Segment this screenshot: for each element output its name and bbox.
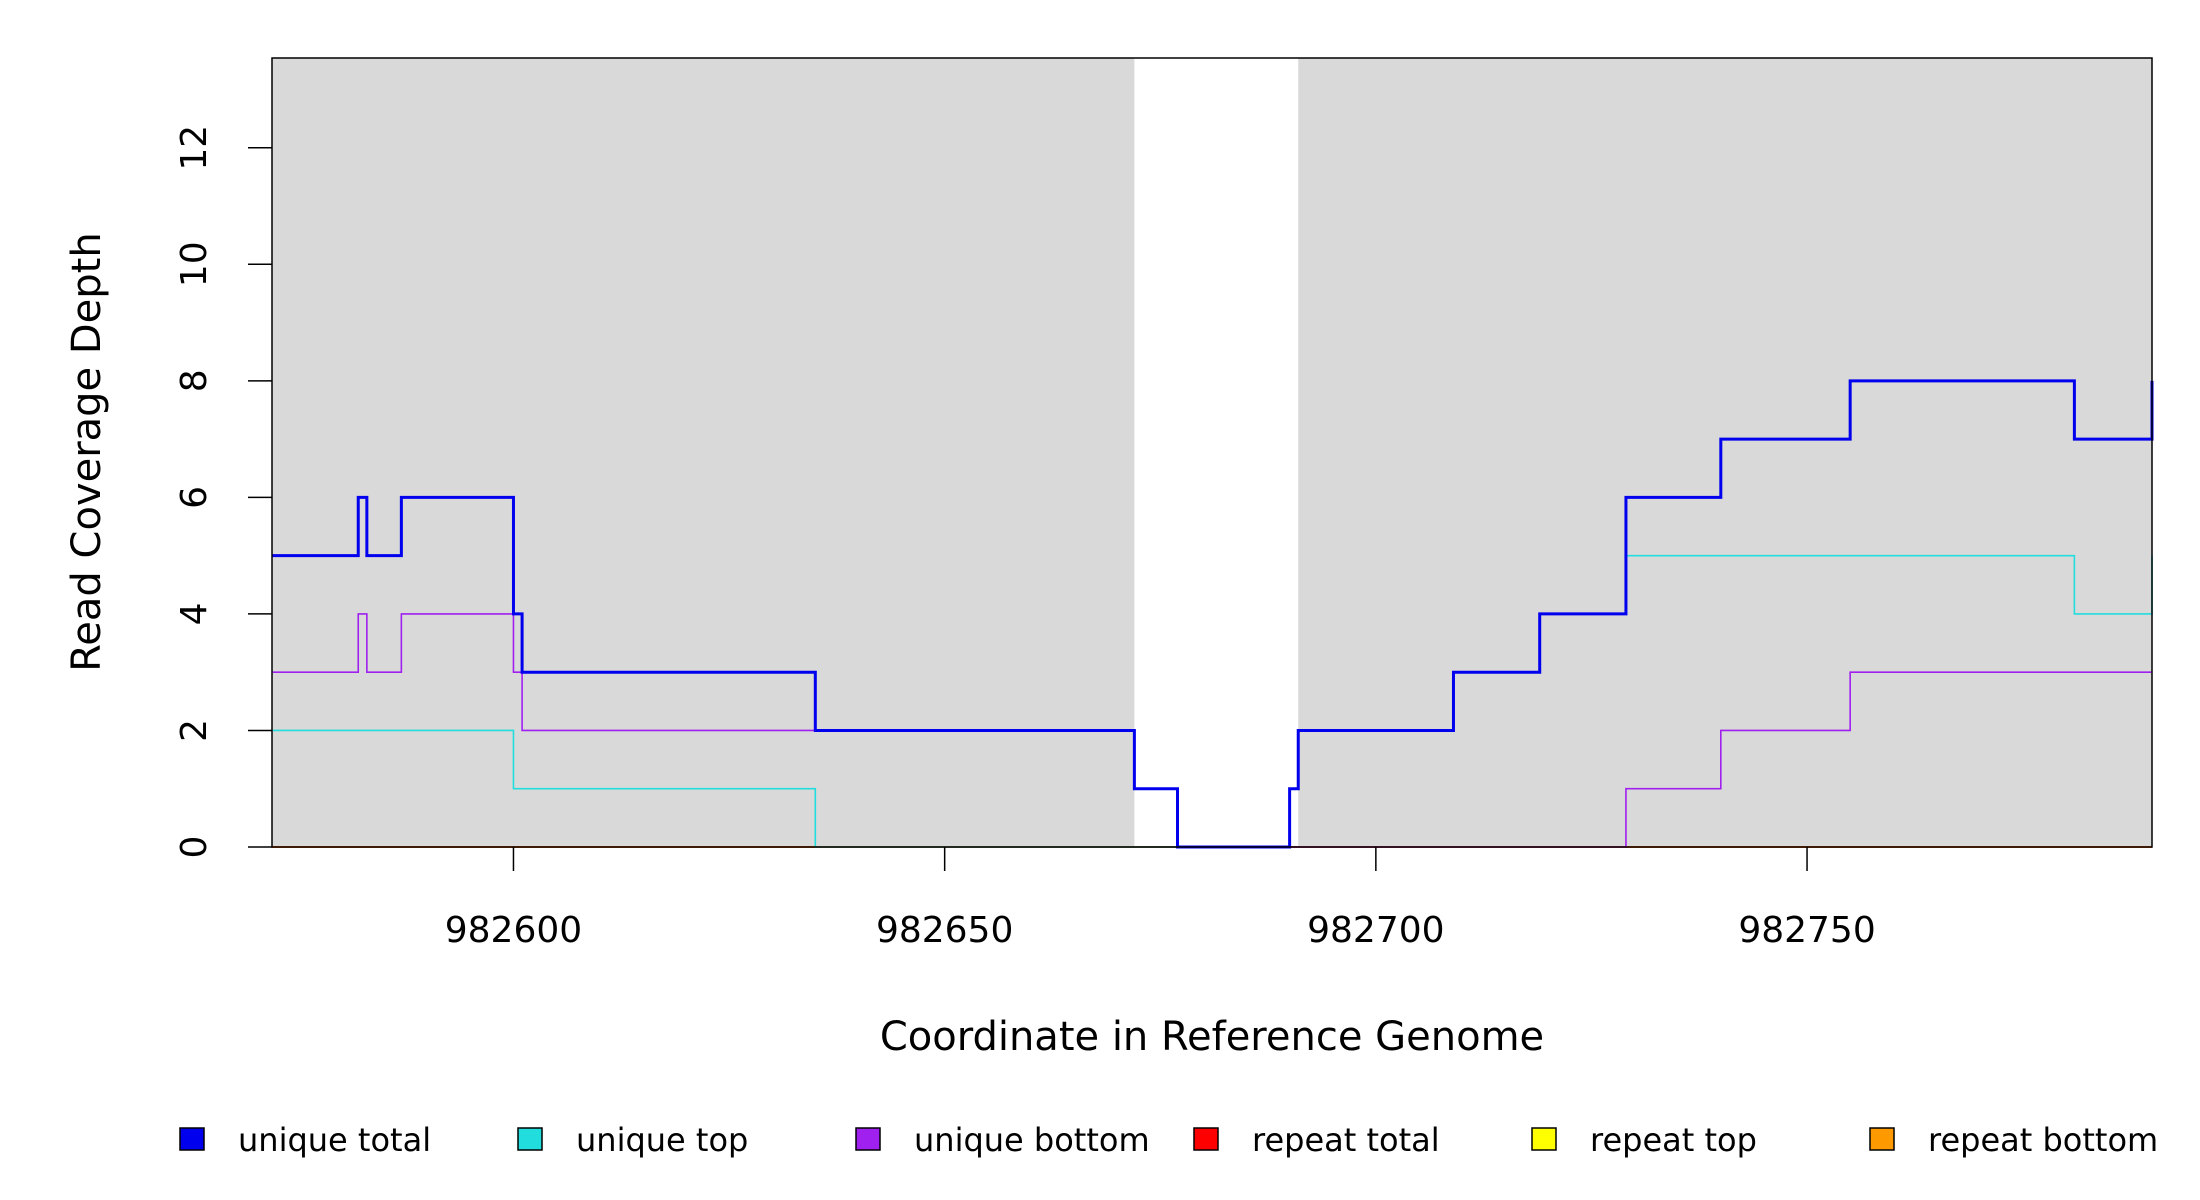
legend-item-repeat-bottom: repeat bottom bbox=[1869, 1121, 2158, 1159]
legend-item-unique-top: unique top bbox=[517, 1121, 748, 1159]
x-tick-label: 982600 bbox=[445, 910, 582, 951]
legend-label: repeat top bbox=[1590, 1121, 1757, 1159]
y-tick-label: 8 bbox=[174, 369, 215, 392]
legend-label: unique bottom bbox=[914, 1121, 1150, 1159]
highlight-region bbox=[1134, 58, 1299, 847]
y-axis: 0 2 4 6 8 10 12 bbox=[174, 125, 272, 859]
y-tick-label: 6 bbox=[174, 486, 215, 509]
legend-swatch bbox=[1531, 1127, 1557, 1151]
y-tick-label: 10 bbox=[174, 241, 215, 287]
x-axis: 982600 982650 982700 982750 bbox=[445, 847, 1876, 951]
y-tick-label: 0 bbox=[174, 836, 215, 859]
y-tick-label: 2 bbox=[174, 719, 215, 742]
legend-swatch bbox=[517, 1127, 543, 1151]
legend-item-repeat-total: repeat total bbox=[1193, 1121, 1440, 1159]
legend-swatch bbox=[1193, 1127, 1219, 1151]
legend-item-unique-bottom: unique bottom bbox=[855, 1121, 1150, 1159]
legend-swatch bbox=[1869, 1127, 1895, 1151]
legend: unique total unique top unique bottom repea… bbox=[179, 1121, 2158, 1159]
x-axis-title: Coordinate in Reference Genome bbox=[880, 1014, 1544, 1060]
legend-label: unique top bbox=[576, 1121, 748, 1159]
legend-swatch bbox=[855, 1127, 881, 1151]
x-tick-label: 982750 bbox=[1738, 910, 1875, 951]
legend-label: repeat total bbox=[1252, 1121, 1440, 1159]
legend-label: repeat bottom bbox=[1928, 1121, 2158, 1159]
legend-label: unique total bbox=[238, 1121, 431, 1159]
y-tick-label: 4 bbox=[174, 602, 215, 625]
legend-item-unique-total: unique total bbox=[179, 1121, 431, 1159]
plot-frame bbox=[271, 57, 2153, 848]
x-tick-label: 982650 bbox=[876, 910, 1013, 951]
y-axis-title: Read Coverage Depth bbox=[64, 232, 110, 671]
legend-item-repeat-top: repeat top bbox=[1531, 1121, 1757, 1159]
x-tick-label: 982700 bbox=[1307, 910, 1444, 951]
legend-swatch bbox=[179, 1127, 205, 1151]
y-tick-label: 12 bbox=[174, 125, 215, 171]
